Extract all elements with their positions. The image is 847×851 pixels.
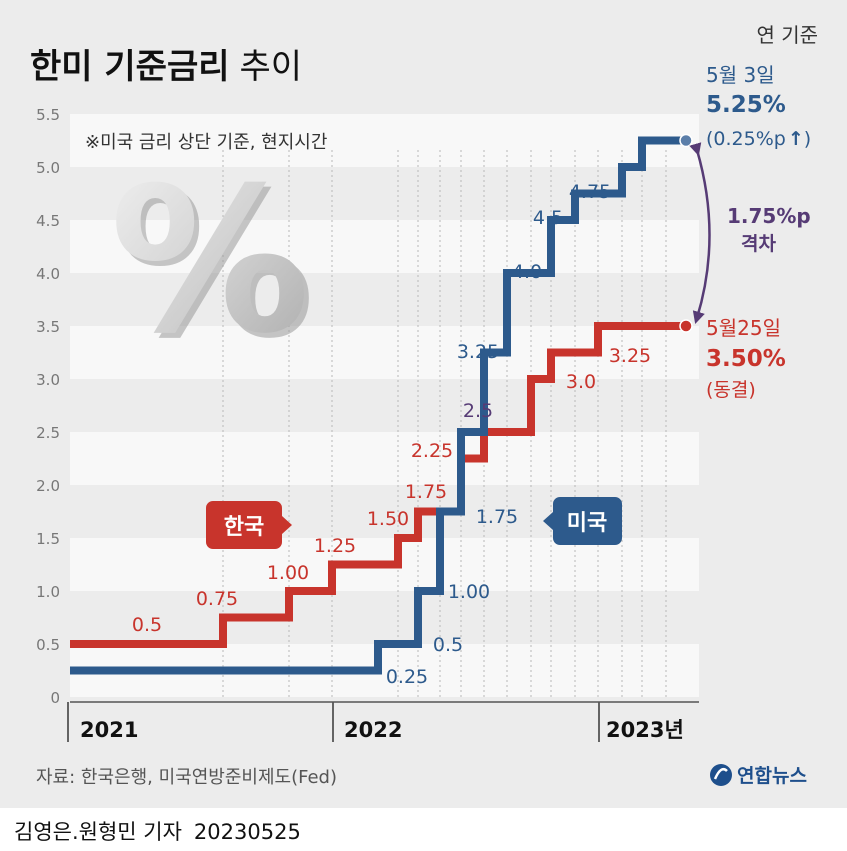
y-tick-label: 4.5 — [36, 212, 60, 230]
us-rate-label: 4.5 — [533, 207, 563, 229]
rate-chart: 0 0.5 1.0 1.5 2.0 2.5 3.0 3.5 4.0 4.5 5.0 5.5 한미 기준… — [30, 23, 818, 788]
chart-note: ※미국 금리 상단 기준, 현지시간 — [85, 132, 327, 153]
credit-line: 김영은.원형민 기자 20230525 — [14, 816, 301, 846]
footer: 김영은.원형민 기자 20230525 — [0, 808, 847, 851]
us-rate-line — [70, 136, 686, 675]
y-tick-label: 0.5 — [36, 636, 60, 654]
chart-title: 한미 기준금리 추이 — [30, 47, 302, 87]
gap-label: 격차 — [741, 233, 776, 255]
y-tick-label: 0 — [50, 689, 60, 707]
us-rate-label: 2.5 — [463, 400, 493, 422]
korea-rate-label: 1.75 — [405, 481, 447, 503]
us-rate-label: 3.25 — [457, 341, 499, 363]
grid-bands — [70, 114, 699, 697]
korea-rate-label: 1.00 — [267, 562, 309, 584]
source-note: 자료: 한국은행, 미국연방준비제도(Fed) — [36, 767, 337, 788]
y-tick-label: 3.5 — [36, 318, 60, 336]
y-tick-label: 3.0 — [36, 371, 60, 389]
annotation-gap: 1.75%p 격차 — [689, 142, 811, 324]
korea-latest-point — [679, 319, 693, 333]
x-axis: 2021 2022 2023년 — [67, 702, 684, 742]
legend-korea-badge — [206, 501, 292, 549]
us-rate-label: 0.25 — [386, 666, 428, 688]
annotation-us-latest: 5월 3일 5.25% (0.25%p ↑) — [706, 63, 811, 150]
korea-rate-label: 2.25 — [411, 440, 453, 462]
korea-rate-label: 1.50 — [367, 508, 409, 530]
legend-us-label: 미국 — [567, 511, 607, 536]
grid-band — [70, 220, 699, 273]
yonhap-logo-swoosh — [713, 768, 728, 780]
us-latest-change: (0.25%p ↑) — [706, 128, 811, 150]
us-latest-date: 5월 3일 — [706, 63, 775, 87]
y-tick-label: 1.5 — [36, 530, 60, 548]
percent-symbol: % — [110, 145, 310, 378]
us-rate-label: 4.0 — [512, 261, 542, 283]
korea-rate-label: 3.25 — [609, 345, 651, 367]
legend-korea: 한국 — [206, 501, 292, 549]
yonhap-logo: 연합뉴스 — [710, 764, 807, 787]
us-latest-point — [679, 133, 693, 148]
kr-latest-status: (동결) — [706, 379, 756, 401]
gap-bracket-icon — [689, 142, 711, 324]
annotation-kr-latest: 5월25일 3.50% (동결) — [706, 316, 786, 401]
x-tick-label: 2022 — [344, 718, 402, 742]
percent-symbol-shadow: % — [115, 150, 315, 383]
kr-latest-value: 3.50% — [706, 346, 786, 372]
vertical-gridlines — [222, 150, 667, 697]
y-tick-label: 2.0 — [36, 477, 60, 495]
us-rate-label: 4.75 — [569, 181, 611, 203]
yonhap-logo-text: 연합뉴스 — [737, 765, 807, 787]
grid-band — [70, 432, 699, 485]
grid-band — [70, 114, 699, 167]
legend-us-badge — [543, 497, 622, 545]
byline: 김영은.원형민 기자 — [14, 820, 182, 844]
legend-us: 미국 — [543, 497, 622, 545]
gap-value: 1.75%p — [727, 204, 811, 228]
kr-latest-date: 5월25일 — [706, 316, 781, 340]
korea-rate-label: 0.75 — [196, 588, 238, 610]
x-tick-label: 2023년 — [606, 718, 684, 742]
series-us: 0.250.51.001.752.53.254.04.54.75 — [70, 133, 693, 688]
legend-korea-label: 한국 — [224, 515, 264, 540]
us-latest-value: 5.25% — [706, 92, 786, 118]
x-tick-label: 2021 — [80, 718, 138, 742]
y-axis: 0 0.5 1.0 1.5 2.0 2.5 3.0 3.5 4.0 4.5 5.0 5.5 — [36, 106, 60, 707]
y-tick-label: 2.5 — [36, 424, 60, 442]
korea-rate-label: 0.5 — [132, 614, 162, 636]
unit-label: 연 기준 — [756, 23, 818, 47]
korea-rate-label: 3.0 — [566, 371, 596, 393]
arrow-up-icon: ↑ — [788, 128, 804, 150]
y-tick-label: 4.0 — [36, 265, 60, 283]
y-tick-label: 5.0 — [36, 159, 60, 177]
us-rate-label: 1.75 — [476, 506, 518, 528]
korea-rate-label: 1.25 — [314, 535, 356, 557]
us-rate-label: 0.5 — [433, 634, 463, 656]
yonhap-logo-icon — [710, 764, 732, 786]
date: 20230525 — [193, 820, 301, 844]
us-rate-label: 1.00 — [448, 581, 490, 603]
y-tick-label: 5.5 — [36, 106, 60, 124]
y-tick-label: 1.0 — [36, 583, 60, 601]
